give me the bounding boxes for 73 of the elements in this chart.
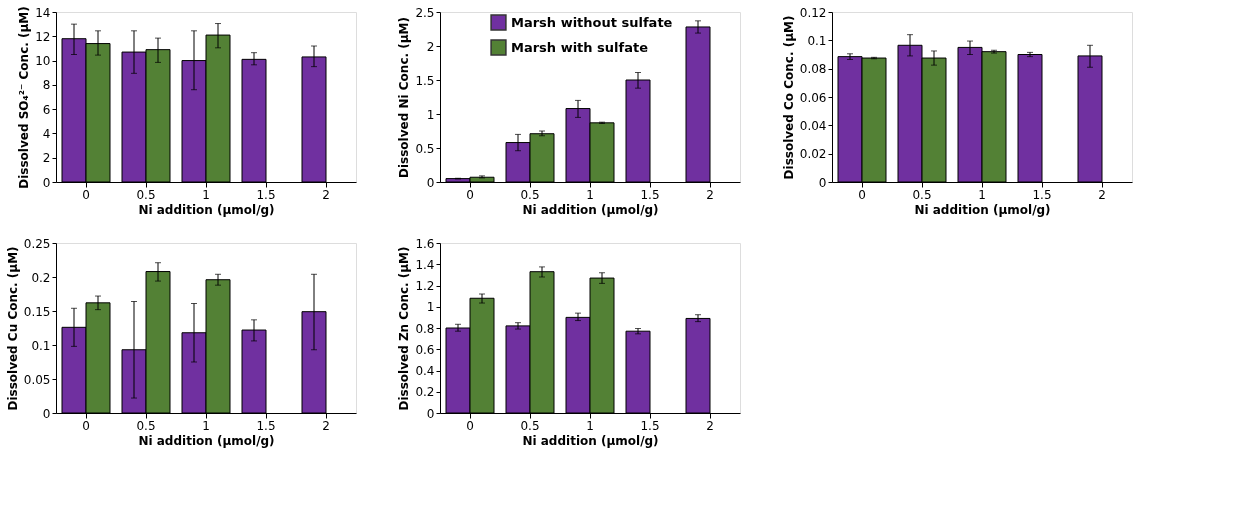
y-tick-label: 4 [42, 126, 51, 141]
y-tick-label: 0.1 [807, 33, 827, 48]
y-tick-label: 6 [42, 102, 51, 117]
y-tick-label: 0.8 [415, 321, 435, 336]
y-tick-label: 0.06 [799, 90, 827, 105]
y-tick-label: 0.2 [31, 270, 51, 285]
x-tick-label: 0.5 [136, 418, 156, 433]
y-tick-label: 0 [42, 175, 51, 190]
y-axis-title: Dissolved Cu Conc. (μM) [5, 246, 20, 411]
x-tick-label: 1 [202, 187, 210, 202]
x-tick-label: 1.5 [640, 418, 660, 433]
y-tick-label: 0 [818, 175, 827, 190]
y-tick-label: 0 [426, 406, 435, 421]
x-axis-title: Ni addition (μmol/g) [522, 433, 659, 448]
x-tick-label: 1.5 [256, 418, 276, 433]
legend-label: Marsh with sulfate [511, 39, 649, 55]
y-tick-label: 0.6 [415, 342, 435, 357]
y-tick-label: 2 [42, 151, 51, 166]
x-tick-label: 0.5 [520, 418, 540, 433]
x-tick-label: 0 [466, 187, 474, 202]
y-tick-label: 8 [42, 78, 51, 93]
y-tick-label: 1 [426, 107, 435, 122]
y-tick-label: 0 [42, 406, 51, 421]
y-axis-title: Dissolved Co Conc. (μM) [781, 15, 796, 180]
x-tick-label: 0.5 [136, 187, 156, 202]
y-tick-label: 0.05 [23, 372, 51, 387]
y-tick-label: 0.4 [415, 364, 435, 378]
x-tick-label: 0 [82, 418, 90, 433]
y-tick-label: 1.5 [415, 73, 435, 88]
y-tick-label: 2 [426, 39, 435, 54]
y-tick-label: 1.6 [415, 236, 435, 251]
x-axis-title: Ni addition (μmol/g) [522, 202, 659, 217]
x-tick-label: 0 [858, 187, 866, 202]
y-tick-label: 1.2 [415, 279, 435, 293]
y-tick-label: 0.25 [23, 236, 51, 251]
x-axis-title: Ni addition (μmol/g) [138, 202, 275, 217]
legend-label: Marsh without sulfate [511, 14, 673, 30]
x-tick-label: 1 [978, 187, 986, 202]
x-tick-label: 1 [202, 418, 210, 433]
x-tick-label: 1.5 [1032, 187, 1052, 202]
x-tick-label: 0 [82, 187, 90, 202]
x-tick-label: 2 [706, 418, 714, 433]
y-tick-label: 0.5 [415, 141, 435, 156]
x-tick-label: 1 [586, 187, 594, 202]
y-tick-label: 12 [35, 29, 51, 44]
y-tick-label: 14 [35, 5, 51, 20]
x-tick-label: 0 [466, 418, 474, 433]
y-tick-label: 1.4 [415, 257, 435, 272]
y-tick-label: 0.2 [415, 385, 435, 400]
y-tick-label: 1 [426, 300, 435, 315]
x-tick-label: 2 [322, 418, 330, 433]
x-tick-label: 1 [586, 418, 594, 433]
y-tick-label: 0 [426, 175, 435, 190]
x-tick-label: 1.5 [256, 187, 276, 202]
y-axis-title: Dissolved Zn Conc. (μM) [397, 246, 412, 411]
y-tick-label: 0.12 [799, 5, 827, 20]
y-tick-label: 0.04 [799, 118, 827, 133]
y-axis-title: Dissolved SO₄²⁻ Conc. (μM) [17, 6, 32, 189]
x-axis-title: Ni addition (μmol/g) [914, 202, 1051, 217]
x-tick-label: 2 [322, 187, 330, 202]
y-tick-label: 2.5 [415, 5, 435, 20]
y-tick-label: 0.08 [799, 62, 827, 77]
x-axis-title: Ni addition (μmol/g) [138, 433, 275, 448]
y-axis-title: Dissolved Ni Conc. (μM) [397, 17, 412, 178]
y-tick-label: 10 [35, 54, 51, 69]
x-tick-label: 0.5 [912, 187, 932, 202]
x-tick-label: 1.5 [640, 187, 660, 202]
x-tick-label: 0.5 [520, 187, 540, 202]
x-tick-label: 2 [1098, 187, 1106, 202]
x-tick-label: 2 [706, 187, 714, 202]
y-tick-label: 0.1 [31, 338, 51, 353]
y-tick-label: 0.15 [23, 304, 51, 319]
y-tick-label: 0.02 [799, 147, 827, 162]
